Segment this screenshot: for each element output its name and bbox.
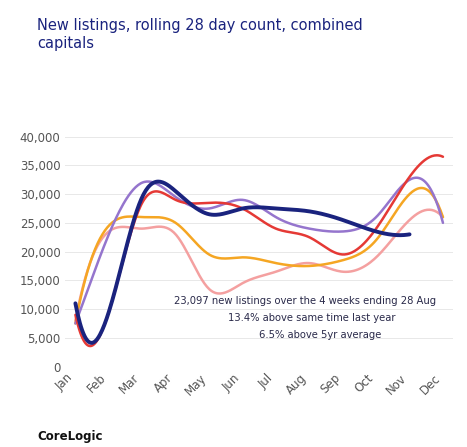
Text: CoreLogic: CoreLogic — [37, 430, 103, 443]
Text: New listings, rolling 28 day count, combined
capitals: New listings, rolling 28 day count, comb… — [37, 18, 363, 51]
Text: 23,097 new listings over the 4 weeks ending 28 Aug: 23,097 new listings over the 4 weeks end… — [174, 296, 436, 306]
Text: 13.4% above same time last year: 13.4% above same time last year — [228, 313, 396, 323]
Text: 6.5% above 5yr average: 6.5% above 5yr average — [259, 329, 382, 340]
